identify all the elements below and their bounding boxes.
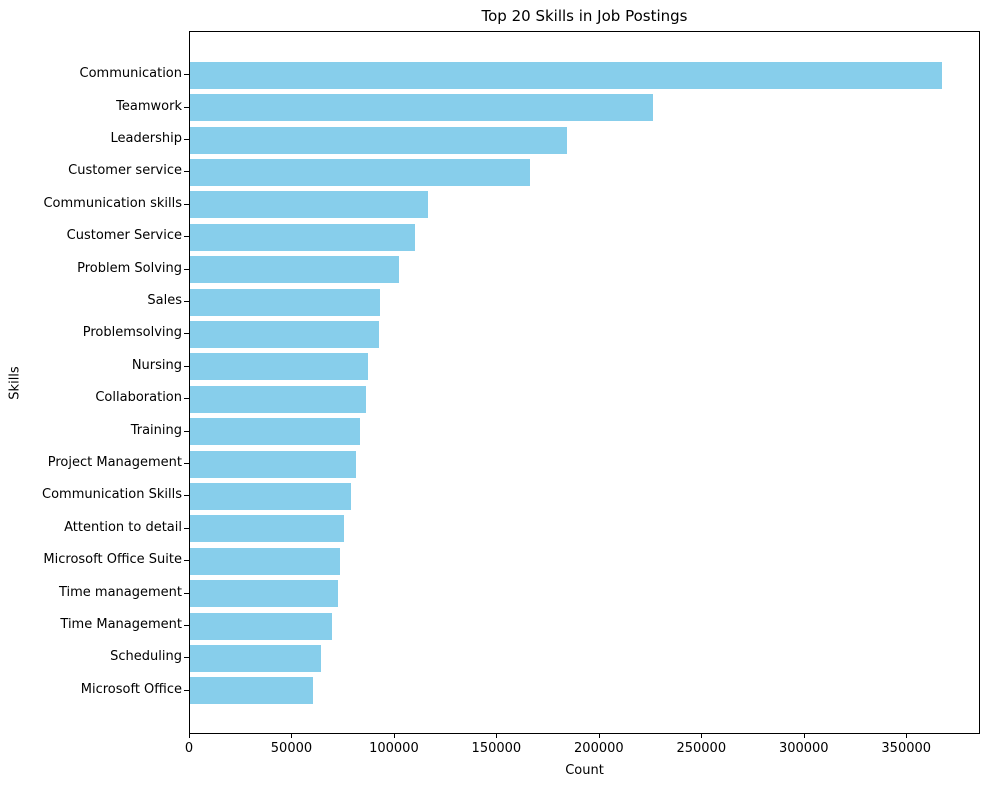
y-tick-mark bbox=[184, 268, 189, 270]
bar bbox=[190, 482, 351, 510]
y-tick-mark bbox=[184, 398, 189, 400]
y-tick-label: Customer service bbox=[68, 163, 182, 179]
bar bbox=[190, 223, 416, 251]
y-tick-mark bbox=[184, 301, 189, 302]
y-tick-mark bbox=[184, 333, 189, 335]
x-tick-mark bbox=[291, 734, 293, 738]
bar bbox=[190, 288, 380, 316]
x-axis-label: Count bbox=[565, 763, 604, 778]
x-tick-mark bbox=[803, 734, 805, 738]
x-tick-mark bbox=[189, 734, 190, 738]
y-tick-mark bbox=[184, 527, 189, 529]
x-tick-label: 300000 bbox=[778, 741, 829, 756]
bar bbox=[190, 126, 568, 154]
plot-area bbox=[189, 31, 980, 734]
y-tick-label: Sales bbox=[147, 293, 182, 308]
x-tick-label: 50000 bbox=[270, 741, 313, 756]
x-tick-label: 100000 bbox=[369, 741, 419, 756]
y-tick-label: Collaboration bbox=[95, 390, 182, 406]
y-tick-label: Training bbox=[130, 422, 182, 438]
chart-title: Top 20 Skills in Job Postings bbox=[481, 7, 688, 25]
y-tick-label: Customer Service bbox=[66, 228, 182, 244]
y-tick-mark bbox=[184, 430, 189, 432]
y-tick-mark bbox=[184, 139, 189, 140]
bar bbox=[190, 515, 344, 543]
bar bbox=[190, 353, 369, 381]
y-tick-label: Problemsolving bbox=[82, 325, 182, 341]
x-tick-label: 0 bbox=[184, 741, 194, 756]
y-tick-label: Communication skills bbox=[43, 195, 182, 211]
x-tick-label: 150000 bbox=[471, 741, 522, 756]
x-tick-label: 200000 bbox=[574, 741, 624, 756]
y-tick-mark bbox=[184, 106, 189, 108]
y-tick-label: Leadership bbox=[110, 131, 182, 146]
bar bbox=[190, 612, 333, 640]
y-tick-label: Problem Solving bbox=[77, 260, 182, 276]
bar bbox=[190, 418, 361, 446]
bar bbox=[190, 385, 367, 413]
y-tick-mark bbox=[184, 625, 189, 626]
bar bbox=[190, 677, 313, 705]
y-tick-label: Time Management bbox=[60, 617, 182, 632]
y-tick-mark bbox=[184, 236, 189, 238]
bar bbox=[190, 256, 400, 284]
bar bbox=[190, 644, 322, 672]
y-tick-label: Time management bbox=[58, 584, 182, 600]
y-tick-label: Communication bbox=[79, 66, 182, 82]
y-tick-mark bbox=[184, 171, 189, 173]
y-tick-label: Teamwork bbox=[116, 98, 182, 114]
x-tick-mark bbox=[598, 734, 600, 738]
y-tick-mark bbox=[184, 74, 189, 76]
y-tick-label: Project Management bbox=[47, 455, 182, 470]
y-tick-mark bbox=[184, 560, 189, 562]
y-tick-mark bbox=[184, 365, 189, 367]
y-tick-label: Microsoft Office Suite bbox=[43, 552, 182, 568]
y-tick-label: Nursing bbox=[131, 357, 182, 373]
bar bbox=[190, 158, 531, 186]
bar bbox=[190, 320, 379, 348]
x-tick-label: 250000 bbox=[676, 741, 727, 756]
y-tick-mark bbox=[184, 203, 189, 205]
bar bbox=[190, 61, 943, 89]
x-tick-label: 350000 bbox=[881, 741, 932, 756]
y-tick-label: Scheduling bbox=[110, 649, 182, 665]
bar bbox=[190, 450, 356, 478]
y-tick-label: Communication Skills bbox=[42, 487, 182, 503]
bar bbox=[190, 547, 340, 575]
bar bbox=[190, 94, 654, 122]
x-tick-mark bbox=[496, 734, 498, 738]
bar bbox=[190, 191, 428, 219]
bar bbox=[190, 580, 338, 608]
y-tick-mark bbox=[184, 592, 189, 594]
y-tick-mark bbox=[184, 689, 189, 691]
y-tick-label: Microsoft Office bbox=[80, 681, 182, 697]
y-tick-mark bbox=[184, 657, 189, 659]
x-tick-mark bbox=[906, 734, 908, 738]
y-tick-mark bbox=[184, 463, 189, 464]
x-tick-mark bbox=[701, 734, 703, 738]
y-tick-label: Attention to detail bbox=[64, 519, 182, 535]
y-tick-mark bbox=[184, 495, 189, 497]
x-tick-mark bbox=[393, 734, 395, 738]
